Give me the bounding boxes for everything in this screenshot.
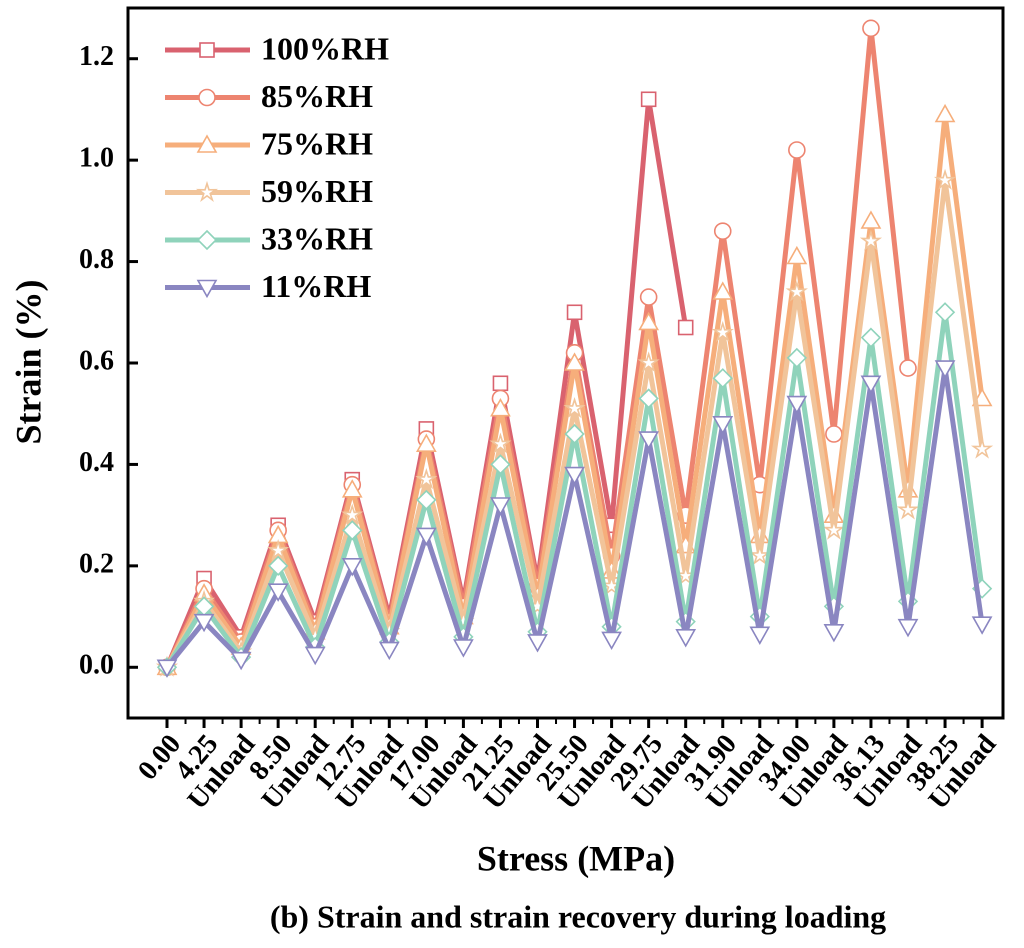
legend-label: 59%RH (261, 173, 373, 209)
data-point (230, 651, 252, 671)
legend-marker (198, 88, 216, 107)
data-point (453, 639, 474, 658)
data-point (378, 641, 400, 661)
legend-label: 75%RH (261, 125, 373, 161)
data-point (711, 320, 734, 343)
legend-marker (196, 279, 218, 299)
y-tick-label: 0.6 (79, 345, 114, 376)
data-point (639, 288, 658, 306)
data-point (638, 431, 660, 450)
data-point (825, 425, 843, 443)
data-point (490, 454, 511, 475)
caption: (b) Strain and strain recovery during lo… (270, 898, 886, 934)
data-point (899, 359, 917, 377)
data-point (415, 527, 437, 547)
series-line (164, 96, 689, 669)
data-point (304, 646, 326, 666)
data-point (415, 467, 438, 490)
y-axis-title: Strain (%) (8, 280, 48, 445)
data-point (934, 360, 956, 379)
y-tick-label: 0.0 (79, 650, 114, 681)
data-point (601, 631, 622, 651)
x-axis-title: Stress (MPa) (477, 838, 675, 878)
data-point (489, 432, 512, 454)
data-point (822, 518, 845, 540)
data-point (341, 558, 363, 577)
data-point (896, 498, 920, 520)
data-point (933, 168, 957, 190)
data-point (713, 222, 732, 240)
data-point (637, 351, 660, 373)
y-tick-label: 0.4 (79, 447, 114, 478)
data-point (934, 302, 956, 323)
data-point (563, 396, 586, 419)
data-point (971, 437, 994, 459)
legend-marker (196, 229, 218, 251)
data-point (712, 416, 734, 435)
data-point (785, 280, 808, 302)
data-point (640, 91, 657, 108)
y-tick-label: 0.8 (79, 244, 114, 275)
legend-label: 85%RH (261, 78, 373, 114)
data-point (971, 616, 993, 635)
data-point (786, 347, 807, 369)
data-point (934, 103, 956, 123)
data-point (712, 368, 733, 389)
data-point (712, 281, 734, 300)
data-point (638, 388, 659, 409)
data-point (527, 634, 548, 653)
data-point (267, 538, 290, 561)
data-point (156, 659, 178, 678)
legend-marker (196, 134, 218, 153)
legend-label: 100%RH (261, 30, 389, 66)
data-point (786, 245, 808, 265)
y-tick-label: 0.2 (79, 548, 114, 579)
data-point (342, 520, 363, 541)
data-point (638, 311, 660, 331)
legend-label: 33%RH (261, 220, 373, 256)
data-point (677, 319, 694, 336)
data-point (564, 466, 585, 486)
data-point (675, 629, 697, 648)
data-point (415, 433, 437, 452)
y-tick-label: 1.0 (79, 143, 114, 174)
data-point (860, 210, 882, 229)
data-point (341, 479, 363, 498)
data-point (749, 626, 771, 645)
data-point (341, 503, 364, 525)
data-point (862, 19, 880, 38)
data-point (490, 398, 511, 417)
data-point (267, 583, 289, 602)
plot-frame (126, 6, 1005, 720)
legend-marker (195, 180, 219, 202)
data-point (268, 555, 289, 576)
y-tick-label: 1.2 (79, 41, 114, 72)
data-point (897, 618, 919, 638)
data-point (748, 544, 771, 566)
data-point (490, 497, 511, 516)
data-point (564, 352, 585, 371)
data-point (823, 623, 845, 643)
data-point (788, 141, 806, 159)
data-point (566, 304, 583, 321)
data-point (860, 327, 882, 348)
data-point (786, 395, 808, 415)
data-point (492, 375, 509, 392)
legend-marker (199, 42, 215, 58)
data-point (564, 423, 585, 445)
data-point (193, 613, 215, 633)
data-point (416, 489, 437, 511)
data-point (859, 229, 883, 251)
data-point (860, 375, 882, 394)
legend-label: 11%RH (261, 268, 371, 304)
